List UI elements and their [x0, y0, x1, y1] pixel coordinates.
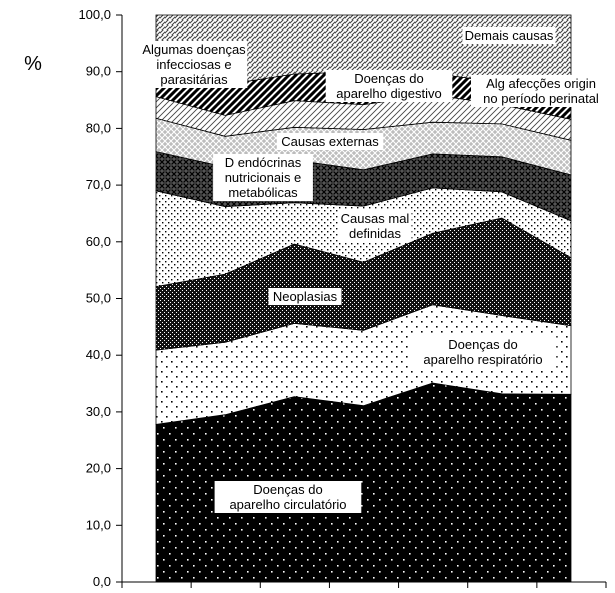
annotation-label: Causas mal — [341, 211, 410, 226]
x-tick-label: 2001 — [211, 590, 240, 593]
annotation-label: Neoplasias — [273, 289, 338, 304]
x-tick-label: 2000 — [142, 590, 171, 593]
x-tick-label: 2004 — [419, 590, 448, 593]
annotation-label: Causas externas — [281, 134, 379, 149]
annotation-label: nutricionais e — [225, 170, 302, 185]
annotation-background — [140, 41, 248, 88]
series-annotations: Demais causas Algumas doençasinfecciosas … — [140, 27, 611, 513]
annotation-label: aparelho respiratório — [423, 352, 542, 367]
annotation-label: aparelho digestivo — [336, 86, 442, 101]
annotation-label: Demais causas — [465, 28, 554, 43]
annotation-label: metabólicas — [228, 185, 298, 200]
annotation-label: no período perinatal — [483, 91, 599, 106]
annotation-label: Doenças do — [448, 337, 517, 352]
y-tick-label: 30,0 — [86, 404, 111, 419]
annotation-label: Doenças do — [354, 71, 423, 86]
y-axis-ticks: 0,0 10,0 20,0 30,0 40,0 50,0 60,0 70,0 80,0 90,0 1… — [78, 7, 122, 589]
annotation-label: Algumas doenças — [142, 42, 246, 57]
annotation-label: parasitárias — [160, 72, 228, 87]
annotation-background — [462, 27, 556, 44]
annotation-label: infecciosas e — [156, 57, 231, 72]
annotation-label: aparelho circulatório — [229, 497, 346, 512]
annotation-background — [268, 288, 342, 305]
annotation-label: definidas — [349, 226, 402, 241]
annotation-background — [338, 210, 412, 242]
y-tick-label: 40,0 — [86, 347, 111, 362]
x-tick-label: 2006 — [557, 590, 586, 593]
y-axis-label: % — [24, 53, 42, 75]
annotation-background — [325, 70, 453, 102]
x-tick-label: 2003 — [350, 590, 379, 593]
annotation-background — [214, 481, 362, 513]
annotation-background — [213, 154, 313, 201]
y-tick-label: 50,0 — [86, 291, 111, 306]
x-axis-ticks: 2000 2001 2002 2003 2004 2005 2006 — [121, 582, 607, 593]
y-tick-label: 90,0 — [86, 64, 111, 79]
annotation-label: Doenças do — [253, 482, 322, 497]
y-tick-label: 100,0 — [78, 7, 111, 22]
y-tick-label: 10,0 — [86, 517, 111, 532]
y-tick-label: 70,0 — [86, 177, 111, 192]
annotation-background — [471, 75, 611, 107]
annotation-label: Alg afecções origin — [486, 76, 596, 91]
annotation-background — [409, 336, 557, 368]
x-tick-label: 2005 — [488, 590, 517, 593]
annotation-label: D endócrinas — [225, 155, 302, 170]
y-tick-label: 60,0 — [86, 234, 111, 249]
y-tick-label: 20,0 — [86, 461, 111, 476]
y-tick-label: 0,0 — [93, 574, 111, 589]
x-tick-label: 2002 — [280, 590, 309, 593]
annotation-background — [276, 133, 384, 150]
y-tick-label: 80,0 — [86, 120, 111, 135]
